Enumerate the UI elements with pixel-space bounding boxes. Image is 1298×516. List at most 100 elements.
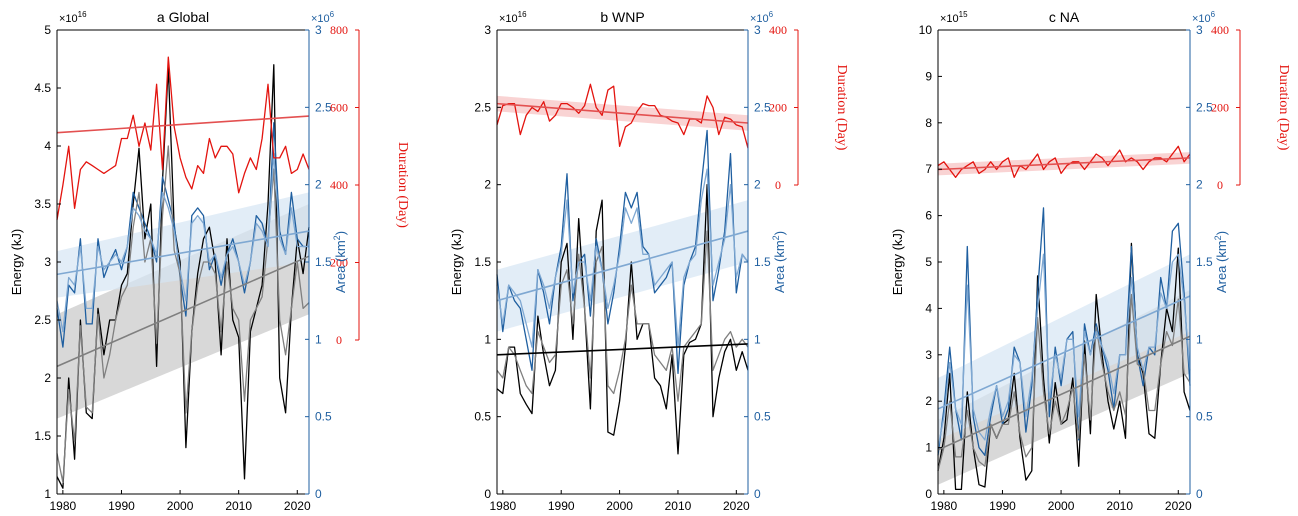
- energy-tick-label: 0: [484, 487, 491, 501]
- area-trend-line: [496, 230, 749, 302]
- energy-tick-label: 6: [925, 209, 932, 223]
- duration-trend-line: [937, 157, 1191, 171]
- energy-tick-label: 10: [919, 23, 933, 37]
- x-tick-label: 1990: [108, 499, 135, 513]
- area-tick-label: 0.5: [1196, 410, 1213, 424]
- energy-trend-line: [937, 335, 1191, 451]
- x-tick-label: 1990: [548, 499, 575, 513]
- area-tick-label: 2: [754, 178, 761, 192]
- energy-tick-label: 7: [925, 162, 932, 176]
- energy-multiplier-base: ×10: [499, 13, 518, 25]
- duration-tick-label: 0: [1217, 178, 1223, 192]
- energy-axis-label: Energy (kJ): [890, 229, 905, 295]
- area-tick-label: 0: [315, 487, 322, 501]
- area-tick-label: 0: [754, 487, 761, 501]
- energy-tick-label: 1.5: [34, 429, 51, 443]
- duration-series-line: [937, 145, 1191, 178]
- energy_gray-series-line: [496, 230, 749, 402]
- energy-trend-line: [56, 255, 310, 368]
- area-tick-label: 1: [754, 332, 761, 346]
- energy-tick-label: 3: [484, 23, 491, 37]
- duration-trend-line: [496, 102, 749, 124]
- duration-tick-label: 200: [330, 256, 348, 270]
- area-tick-label: 1: [315, 332, 322, 346]
- area-multiplier-exponent: 6: [330, 10, 335, 19]
- energy-tick-label: 1: [484, 332, 491, 346]
- area_light-series-line: [496, 168, 749, 348]
- energy-multiplier-exponent: 16: [78, 10, 87, 19]
- duration-tick-label: 400: [769, 23, 787, 37]
- x-tick-label: 2000: [606, 499, 633, 513]
- energy-multiplier: ×1016: [59, 10, 87, 25]
- area-axis-label: Area (km2): [1213, 231, 1229, 293]
- duration-tick-label: 400: [1211, 23, 1229, 37]
- energy-tick-label: 9: [925, 69, 932, 83]
- area-multiplier-exponent: 6: [1211, 10, 1216, 19]
- x-tick-label: 1980: [50, 499, 77, 513]
- area-confidence-band: [938, 254, 1190, 440]
- energy-series-line: [937, 242, 1191, 491]
- energy-tick-label: 0.5: [474, 410, 491, 424]
- area-tick-label: 2: [315, 178, 322, 192]
- energy-series-line: [496, 184, 749, 455]
- area-tick-label: 3: [1196, 23, 1203, 37]
- area-axis-label-close: ): [333, 231, 348, 235]
- area_light-series-line: [937, 253, 1191, 448]
- x-tick-label: 2010: [225, 499, 252, 513]
- energy_gray-series-line: [56, 145, 310, 484]
- energy-tick-label: 3: [925, 348, 932, 362]
- area-tick-label: 2: [1196, 178, 1203, 192]
- energy-tick-label: 4: [44, 139, 51, 153]
- duration-tick-label: 400: [330, 178, 348, 192]
- area-tick-label: 2.5: [1196, 100, 1213, 114]
- energy-multiplier: ×1016: [499, 10, 527, 25]
- area-axis-label: Area (km2): [771, 231, 787, 293]
- energy-tick-label: 2: [484, 178, 491, 192]
- duration-tick-label: 800: [330, 23, 348, 37]
- energy-tick-label: 1: [44, 487, 51, 501]
- area-axis-label-sup: 2: [332, 235, 342, 240]
- energy-tick-label: 5: [925, 255, 932, 269]
- area-confidence-band: [57, 192, 309, 298]
- x-tick-label: 2020: [284, 499, 311, 513]
- area-tick-label: 1.5: [315, 255, 332, 269]
- energy-multiplier-base: ×10: [59, 13, 78, 25]
- energy-axis-label: Energy (kJ): [9, 229, 24, 295]
- duration-tick-label: 200: [769, 101, 787, 115]
- energy-tick-label: 4: [925, 301, 932, 315]
- x-tick-label: 1990: [989, 499, 1016, 513]
- area-multiplier-base: ×10: [1192, 13, 1211, 25]
- duration-axis-label: Duration (Day): [395, 142, 410, 228]
- panel-title: c NA: [1049, 9, 1080, 25]
- x-tick-label: 2020: [723, 499, 750, 513]
- energy-tick-label: 1: [925, 441, 932, 455]
- area-axis-label-close: ): [1214, 231, 1229, 235]
- energy-tick-label: 2.5: [474, 100, 491, 114]
- area-tick-label: 1.5: [1196, 255, 1213, 269]
- energy-tick-label: 3.5: [34, 197, 51, 211]
- x-tick-label: 1980: [489, 499, 516, 513]
- duration-tick-label: 0: [775, 178, 781, 192]
- area-multiplier-exponent: 6: [769, 10, 774, 19]
- duration-axis-label: Duration (Day): [1276, 65, 1291, 151]
- area-trend-line: [937, 295, 1191, 410]
- energy-tick-label: 8: [925, 116, 932, 130]
- area-tick-label: 1: [1196, 332, 1203, 346]
- energy-tick-label: 3: [44, 255, 51, 269]
- duration-series-line: [56, 56, 310, 221]
- energy-multiplier-exponent: 15: [959, 10, 968, 19]
- energy-multiplier-base: ×10: [940, 13, 959, 25]
- energy-trend-line: [496, 343, 749, 356]
- duration-series-line: [496, 83, 749, 149]
- duration-axis-label: Duration (Day): [834, 65, 849, 151]
- area-axis-label-close: ): [772, 231, 787, 235]
- energy_gray-series-line: [937, 293, 1191, 471]
- energy-tick-label: 4.5: [34, 81, 51, 95]
- panel-title: b WNP: [600, 9, 644, 25]
- area-axis-label-text: Area (km: [1214, 240, 1229, 293]
- energy-tick-label: 2.5: [34, 313, 51, 327]
- area-axis-label-text: Area (km: [333, 240, 348, 293]
